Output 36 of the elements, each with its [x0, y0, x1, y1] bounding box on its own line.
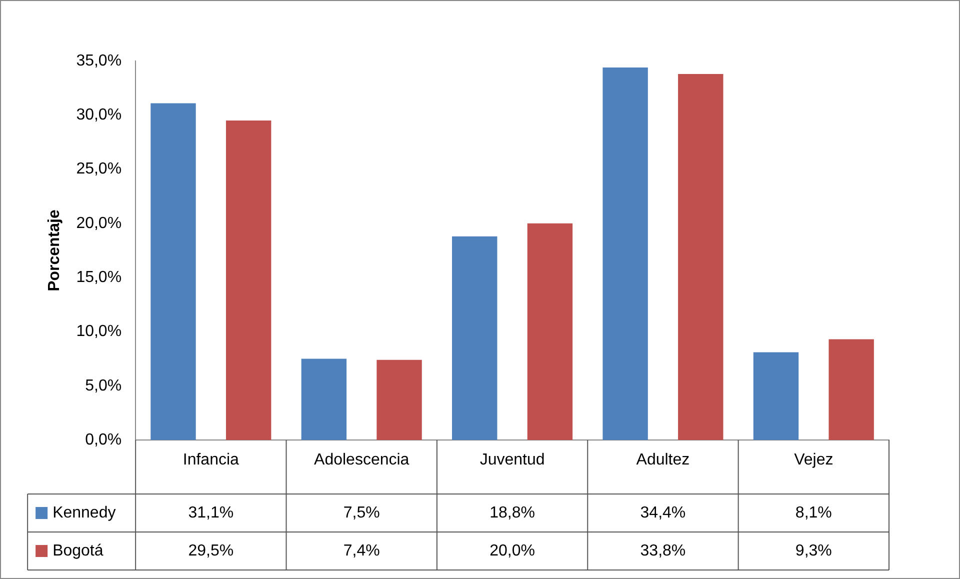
- data-label: 7,5%: [343, 504, 380, 522]
- data-label: 7,4%: [343, 542, 380, 560]
- bar: [678, 74, 724, 440]
- y-tick-label: 10,0%: [76, 323, 122, 340]
- y-tick-label: 20,0%: [76, 214, 122, 232]
- data-label: 34,4%: [640, 504, 686, 522]
- bar: [452, 236, 498, 440]
- x-tick-label: Vejez: [794, 451, 834, 468]
- bar: [828, 339, 874, 440]
- x-tick-label: Adultez: [636, 451, 690, 468]
- data-label: 20,0%: [490, 542, 535, 560]
- bar: [301, 358, 347, 440]
- data-label: 8,1%: [795, 504, 832, 522]
- y-tick-label: 25,0%: [76, 160, 122, 178]
- data-label: 18,8%: [490, 504, 535, 522]
- x-tick-label: Adolescencia: [314, 451, 410, 468]
- data-label: 29,5%: [188, 542, 234, 560]
- bar: [376, 360, 422, 440]
- y-tick-label: 5,0%: [85, 377, 122, 394]
- bar: [602, 67, 648, 440]
- x-tick-label: Infancia: [182, 451, 240, 468]
- legend-label: Kennedy: [52, 504, 116, 522]
- y-tick-label: 30,0%: [76, 106, 122, 124]
- bar: [226, 120, 272, 440]
- y-tick-label: 35,0%: [76, 52, 122, 70]
- y-axis-title: Porcentaje: [46, 209, 64, 292]
- x-tick-label: Juventud: [480, 451, 545, 468]
- bar: [527, 223, 573, 440]
- bar: [753, 352, 799, 440]
- legend-label: Bogotá: [52, 542, 104, 560]
- data-label: 9,3%: [795, 542, 832, 560]
- y-tick-label: 0,0%: [85, 431, 122, 448]
- bar: [150, 103, 196, 440]
- data-label: 33,8%: [640, 542, 686, 560]
- y-tick-label: 15,0%: [76, 268, 122, 286]
- data-label: 31,1%: [188, 504, 234, 522]
